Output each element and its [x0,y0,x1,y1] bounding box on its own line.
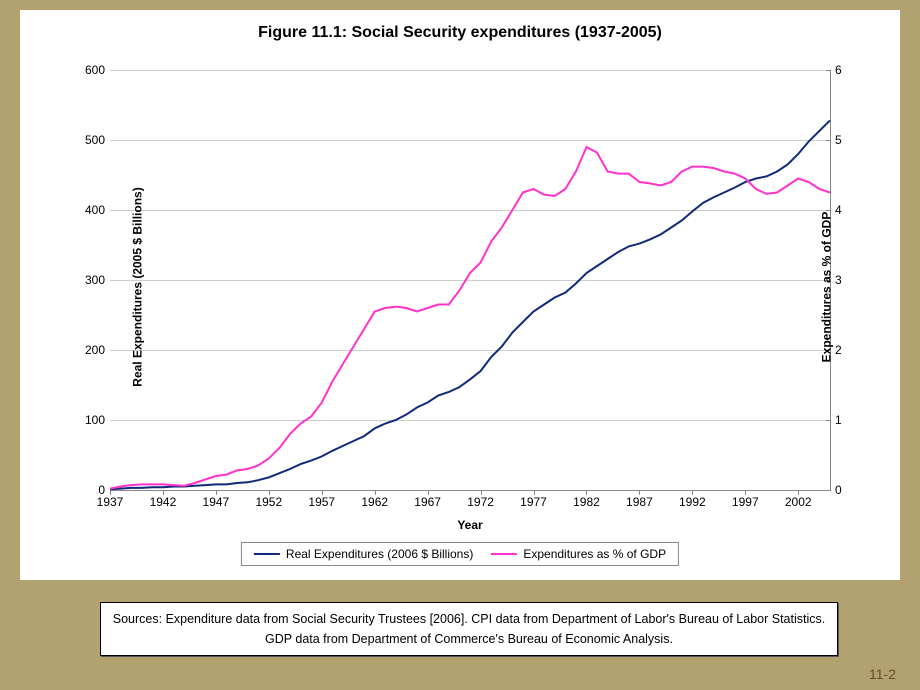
xtick: 1977 [520,495,547,509]
ytick-right: 6 [835,63,860,77]
sources-line-2: GDP data from Department of Commerce's B… [109,629,829,649]
xtick: 1937 [97,495,124,509]
ytick-left: 300 [70,273,105,287]
xtick: 1967 [414,495,441,509]
y-axis-right-label: Expenditures as % of GDP [820,212,834,363]
xtick: 2002 [785,495,812,509]
slide: Figure 11.1: Social Security expenditure… [0,0,920,690]
chart-title: Figure 11.1: Social Security expenditure… [20,10,900,42]
xtick: 1957 [308,495,335,509]
legend-swatch [254,553,280,555]
sources-box: Sources: Expenditure data from Social Se… [100,602,838,656]
chart-card: Figure 11.1: Social Security expenditure… [20,10,900,580]
xtick: 1987 [626,495,653,509]
xtick: 1982 [573,495,600,509]
legend: Real Expenditures (2006 $ Billions) Expen… [241,542,679,566]
sources-line-1: Sources: Expenditure data from Social Se… [109,609,829,629]
ytick-right: 2 [835,343,860,357]
chart-lines [110,70,830,490]
legend-label: Expenditures as % of GDP [523,547,666,561]
ytick-left: 500 [70,133,105,147]
ytick-right: 0 [835,483,860,497]
ytick-right: 4 [835,203,860,217]
xtick: 1972 [467,495,494,509]
x-axis-label: Year [110,518,830,532]
series-real_expenditures [110,120,830,489]
legend-item: Real Expenditures (2006 $ Billions) [254,547,473,561]
xtick: 1997 [732,495,759,509]
plot-area: 0100200300400500600012345619371942194719… [110,70,830,490]
legend-label: Real Expenditures (2006 $ Billions) [286,547,473,561]
y-axis-left-label: Real Expenditures (2005 $ Billions) [131,187,145,386]
ytick-left: 200 [70,343,105,357]
ytick-left: 100 [70,413,105,427]
xtick: 1942 [150,495,177,509]
xtick: 1992 [679,495,706,509]
ytick-left: 400 [70,203,105,217]
ytick-right: 3 [835,273,860,287]
xtick: 1952 [255,495,282,509]
ytick-right: 1 [835,413,860,427]
xtick: 1947 [203,495,230,509]
series-pct_gdp [110,147,830,489]
xtick: 1962 [361,495,388,509]
gridline [110,490,830,491]
ytick-left: 600 [70,63,105,77]
ytick-right: 5 [835,133,860,147]
legend-item: Expenditures as % of GDP [491,547,666,561]
legend-swatch [491,553,517,555]
page-number: 11-2 [869,666,896,682]
